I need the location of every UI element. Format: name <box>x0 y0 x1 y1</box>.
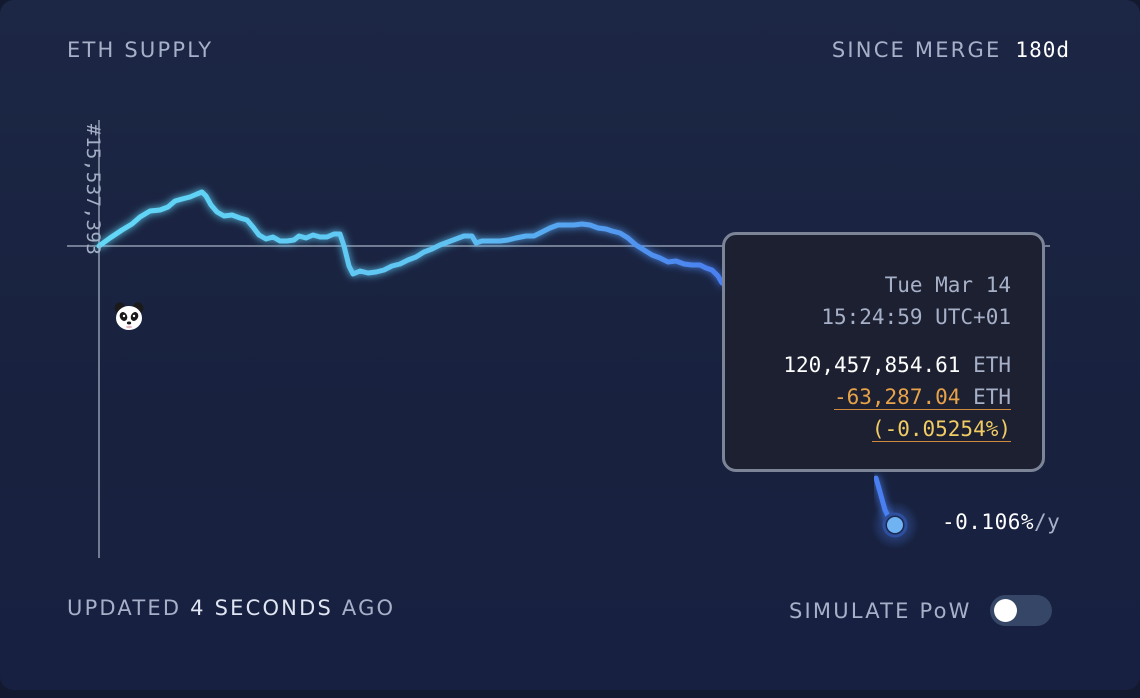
updated-status: UPDATED 4 SECONDS AGO <box>67 596 395 620</box>
tooltip-delta-unit: ETH <box>973 385 1011 410</box>
simulate-pow-label: SIMULATE PoW <box>789 598 972 623</box>
tooltip-date: Tue Mar 14 <box>884 273 1011 297</box>
tooltip-delta: -63,287.04 <box>833 385 961 410</box>
updated-value: 4 SECONDS <box>190 596 333 620</box>
chart-title: ETH SUPPLY <box>67 38 214 62</box>
panda-icon <box>113 301 145 333</box>
tooltip-supply: 120,457,854.61 <box>783 353 961 377</box>
range-label: SINCE MERGE <box>831 38 1002 62</box>
time-range-selector[interactable]: SINCE MERGE 180d <box>832 38 1070 62</box>
range-value[interactable]: 180d <box>1015 38 1070 62</box>
simulate-pow-control: SIMULATE PoW <box>789 595 1052 626</box>
tooltip-time: 15:24:59 UTC+01 <box>821 305 1011 329</box>
merge-block-label: #15,537,393 <box>82 124 104 256</box>
chart-tooltip: Tue Mar 14 15:24:59 UTC+01 120,457,854.6… <box>722 232 1045 472</box>
tooltip-delta-pct: (-0.05254%) <box>871 417 1011 442</box>
supply-line <box>96 189 725 286</box>
toggle-knob <box>993 599 1017 622</box>
supply-rate: -0.106%/y <box>942 510 1060 534</box>
updated-suffix: AGO <box>341 596 396 620</box>
rate-value: -0.106% <box>942 510 1035 534</box>
simulate-pow-toggle[interactable] <box>989 595 1052 626</box>
updated-prefix: UPDATED <box>67 596 182 620</box>
rate-unit: /y <box>1034 510 1061 534</box>
current-point-core <box>887 517 903 533</box>
tooltip-supply-unit: ETH <box>973 353 1011 377</box>
